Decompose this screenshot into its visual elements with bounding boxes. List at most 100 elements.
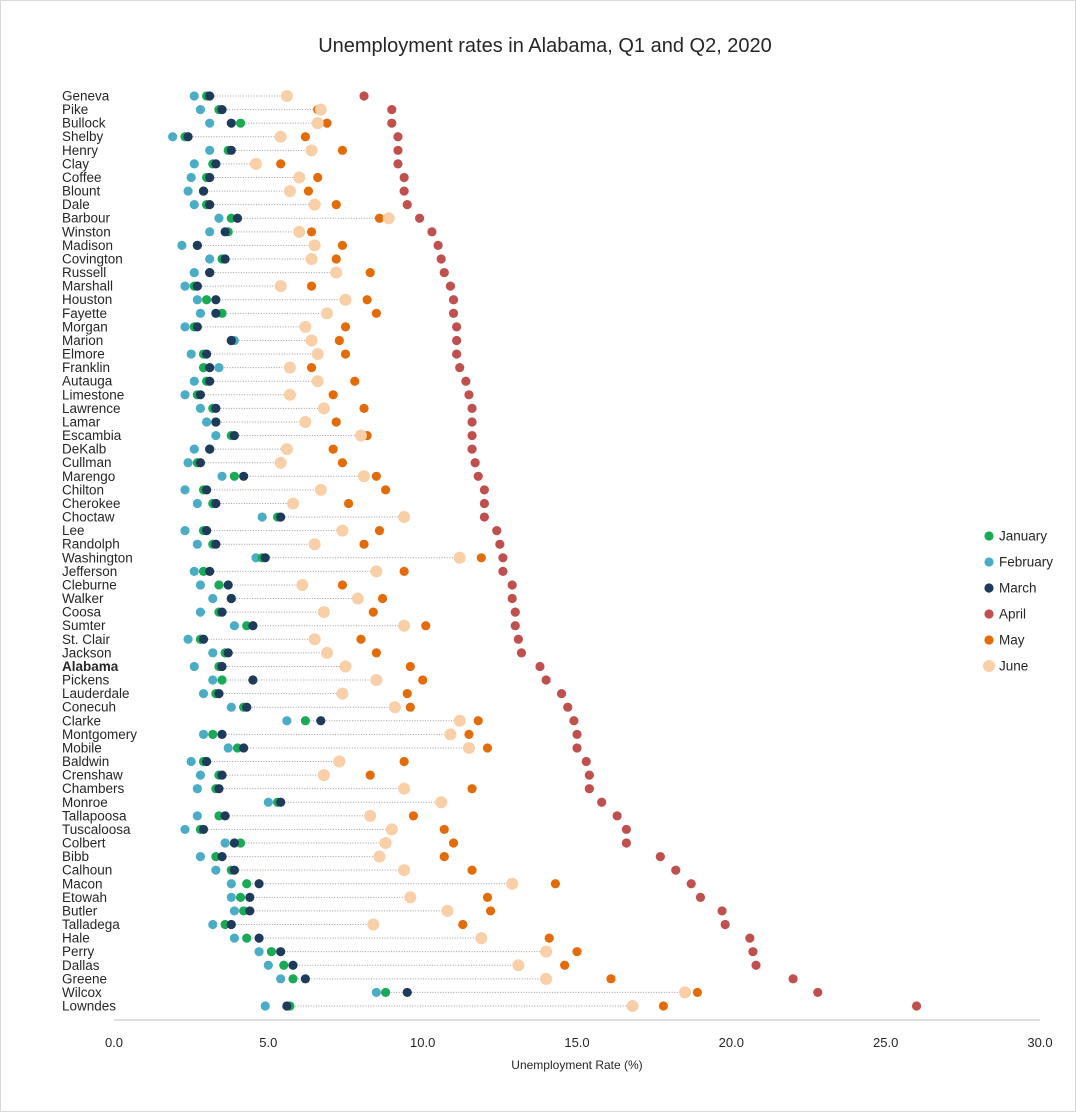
dot-june	[320, 646, 333, 659]
row-bibb: Bibb	[62, 849, 665, 864]
category-label: Tallapoosa	[62, 808, 127, 823]
dot-february	[168, 132, 178, 142]
dot-may	[399, 566, 409, 576]
dot-april	[433, 240, 443, 251]
row-mobile: Mobile	[62, 740, 582, 755]
dot-february	[276, 974, 286, 984]
dot-march	[220, 227, 230, 237]
dot-february	[205, 118, 215, 128]
category-label: Coosa	[62, 605, 102, 620]
dot-april	[479, 485, 489, 495]
dot-june	[385, 823, 398, 836]
dot-june	[317, 769, 330, 782]
dot-march	[245, 906, 255, 916]
category-label: Randolph	[62, 537, 120, 552]
dot-april	[467, 403, 477, 413]
dot-march	[254, 879, 264, 889]
dot-march	[276, 797, 286, 807]
dot-march	[260, 553, 270, 563]
dot-march	[229, 865, 239, 875]
dot-march	[276, 512, 286, 522]
dot-february	[195, 308, 206, 318]
dot-february	[180, 485, 190, 495]
dot-june	[453, 714, 466, 727]
dot-june	[280, 443, 293, 456]
dot-march	[226, 919, 236, 930]
dot-may	[343, 498, 354, 509]
dot-april	[479, 512, 489, 522]
dot-february	[263, 797, 273, 807]
dot-may	[405, 702, 415, 712]
row-autauga: Autauga	[62, 374, 471, 389]
row-butler: Butler	[62, 903, 727, 918]
x-tick-label: 15.0	[564, 1035, 589, 1050]
dot-march	[192, 322, 202, 332]
category-label: Lawrence	[62, 401, 121, 416]
dot-may	[340, 322, 351, 332]
county-rows: GenevaPikeBullockShelbyHenryClayCoffeeBl…	[62, 89, 922, 1014]
dot-march	[205, 566, 215, 576]
category-label: Covington	[62, 251, 123, 266]
legend-marker	[984, 583, 994, 593]
row-macon: Macon	[62, 876, 696, 891]
category-label: Etowah	[62, 890, 107, 905]
dot-june	[336, 687, 349, 700]
row-cullman: Cullman	[62, 455, 480, 470]
category-label: Geneva	[62, 89, 110, 104]
dot-february	[189, 267, 199, 278]
dot-june	[333, 755, 346, 768]
row-baldwin: Baldwin	[62, 754, 591, 769]
dot-june	[435, 796, 448, 809]
dot-june	[299, 320, 312, 333]
dot-may	[405, 661, 415, 672]
dot-june	[311, 348, 324, 361]
dot-march	[248, 675, 258, 685]
dot-june	[249, 157, 262, 170]
category-label: Pike	[62, 102, 88, 117]
row-winston: Winston	[62, 224, 437, 239]
category-label: Houston	[62, 292, 112, 307]
dot-june	[308, 239, 321, 252]
dot-february	[189, 444, 199, 454]
row-marion: Marion	[62, 333, 462, 348]
legend-marker	[984, 531, 994, 541]
row-dale: Dale	[62, 197, 412, 212]
dot-april	[439, 267, 449, 278]
dot-march	[316, 716, 326, 726]
dot-march	[214, 784, 224, 794]
dot-february	[282, 716, 292, 726]
dot-april	[510, 621, 520, 631]
dot-april	[414, 213, 425, 223]
dot-april	[492, 526, 502, 536]
dot-may	[306, 281, 317, 291]
dot-may	[365, 267, 375, 278]
category-label: Lowndes	[62, 999, 116, 1014]
row-talladega: Talladega	[62, 917, 730, 932]
dot-april	[655, 851, 665, 862]
row-calhoun: Calhoun	[62, 863, 681, 878]
dot-may	[399, 756, 409, 767]
dot-april	[513, 634, 523, 644]
category-label: Macon	[62, 876, 103, 891]
row-geneva: Geneva	[62, 89, 369, 104]
dot-february	[217, 471, 227, 481]
dot-march	[202, 485, 212, 495]
dot-april	[393, 145, 403, 155]
category-label: Clarke	[62, 713, 101, 728]
category-label: Bibb	[62, 849, 89, 864]
x-tick-label: 20.0	[719, 1035, 744, 1050]
dot-april	[467, 417, 477, 427]
dot-may	[300, 132, 310, 142]
dot-february	[183, 186, 193, 196]
dot-march	[217, 607, 227, 617]
dot-february	[195, 607, 206, 617]
category-label: Crenshaw	[62, 768, 123, 783]
dot-february	[189, 91, 199, 101]
dot-april	[387, 118, 397, 128]
dot-march	[211, 308, 221, 318]
dot-march	[202, 349, 212, 359]
dot-may	[368, 607, 378, 617]
dot-may	[418, 675, 428, 685]
dot-may	[439, 851, 449, 862]
